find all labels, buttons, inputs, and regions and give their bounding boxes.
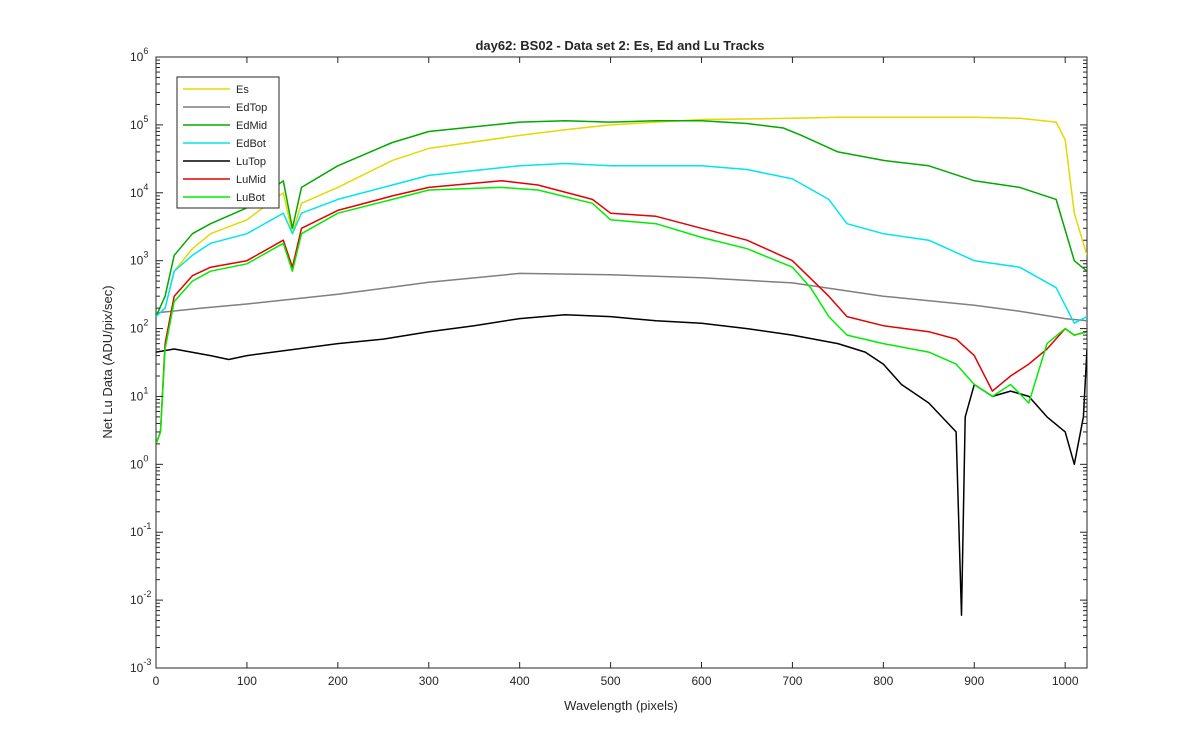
y-tick-label: 106 — [130, 46, 148, 64]
y-tick-base: 10 — [130, 661, 144, 675]
legend-label-edbot: EdBot — [236, 138, 266, 150]
legend-label-lutop: LuTop — [236, 156, 266, 168]
x-axis: 0 100 200 300 400 500 600 700 800 900 1000 — [153, 57, 1079, 688]
y-tick-base: 10 — [130, 186, 144, 200]
x-tick-label: 900 — [964, 674, 984, 688]
y-tick-label: 10-1 — [130, 521, 151, 539]
y-tick-label: 103 — [130, 250, 148, 268]
x-tick-label: 200 — [328, 674, 348, 688]
x-tick-label: 1000 — [1052, 674, 1079, 688]
series-line-edbot — [156, 162, 1087, 324]
series-line-es — [156, 116, 1087, 318]
y-tick-base: 10 — [130, 593, 144, 607]
y-tick-exponent: 2 — [143, 318, 148, 328]
plot-area — [155, 56, 1088, 669]
y-tick-label: 101 — [130, 385, 148, 403]
legend-label-edmid: EdMid — [236, 120, 267, 132]
y-tick-base: 10 — [130, 457, 144, 471]
y-tick-exponent: 6 — [143, 46, 148, 56]
y-tick-base: 10 — [130, 118, 144, 132]
x-tick-label: 700 — [782, 674, 802, 688]
y-tick-exponent: -2 — [143, 589, 151, 599]
legend-label-lumid: LuMid — [236, 174, 266, 186]
series-layer — [156, 116, 1087, 616]
y-tick-base: 10 — [130, 322, 144, 336]
y-tick-exponent: -3 — [143, 657, 151, 667]
y-tick-exponent: -1 — [143, 521, 151, 531]
x-tick-label: 400 — [510, 674, 530, 688]
y-tick-exponent: 4 — [143, 182, 148, 192]
y-tick-exponent: 3 — [143, 250, 148, 260]
y-tick-base: 10 — [130, 50, 144, 64]
y-tick-label: 102 — [130, 318, 148, 336]
series-line-edmid — [156, 120, 1087, 317]
y-tick-label: 10-3 — [130, 657, 151, 675]
legend: Es EdTop EdMid EdBot LuTop LuMid LuBot — [176, 76, 280, 209]
legend-label-edtop: EdTop — [236, 102, 267, 114]
x-tick-label: 100 — [237, 674, 257, 688]
y-tick-label: 105 — [130, 114, 148, 132]
legend-label-es: Es — [236, 84, 249, 96]
y-axis-label: Net Lu Data (ADU/pix/sec) — [100, 285, 115, 438]
x-tick-label: 300 — [419, 674, 439, 688]
y-tick-label: 100 — [130, 453, 148, 471]
series-line-lutop — [156, 313, 1087, 616]
x-tick-label: 500 — [601, 674, 621, 688]
legend-label-lubot: LuBot — [236, 192, 265, 204]
y-tick-exponent: 1 — [143, 385, 148, 395]
series-line-edtop — [156, 272, 1087, 322]
x-axis-label: Wavelength (pixels) — [564, 698, 678, 713]
y-tick-base: 10 — [130, 525, 144, 539]
series-line-lubot — [156, 186, 1087, 445]
y-tick-label: 10-2 — [130, 589, 151, 607]
y-tick-base: 10 — [130, 389, 144, 403]
chart-title: day62: BS02 - Data set 2: Es, Ed and Lu … — [475, 38, 764, 53]
series-line-lumid — [156, 180, 1087, 445]
x-tick-label: 800 — [873, 674, 893, 688]
y-tick-exponent: 0 — [143, 453, 148, 463]
x-tick-label: 0 — [153, 674, 160, 688]
y-tick-base: 10 — [130, 254, 144, 268]
x-tick-label: 600 — [691, 674, 711, 688]
y-tick-exponent: 5 — [143, 114, 148, 124]
y-tick-label: 104 — [130, 182, 148, 200]
